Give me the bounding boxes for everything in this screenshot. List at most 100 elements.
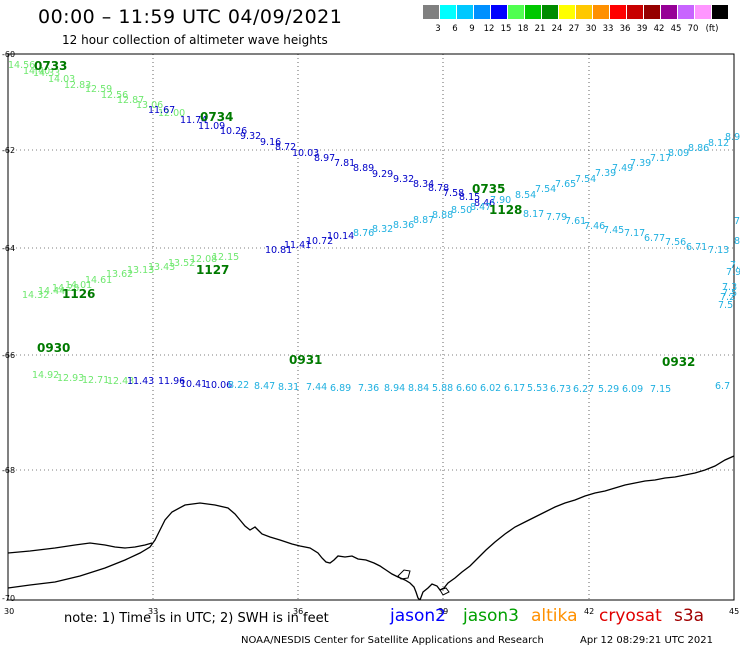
pass-id-label: 0734 [200,110,233,124]
lon-tick-label: 30 [4,607,14,616]
wave-height-label: 6.17 [504,383,525,394]
axis-ticks: 30 33 36 39 42 45 -60 -62 -64 -66 -68 -70 [2,50,739,616]
wave-height-label: 5.88 [432,383,453,394]
legend-swatch [525,5,541,19]
legend-label: 70 [687,24,699,34]
wave-height-label: 7.5 [730,260,740,271]
wave-height-label: 8.76 [353,228,374,239]
wave-height-label: 7.39 [630,158,651,169]
wave-height-label: 7.79 [546,212,567,223]
legend-label: 27 [568,24,580,34]
wave-height-label: 9.32 [240,131,261,142]
wave-height-label: 8.34 [413,179,434,190]
wave-height-label: 6.09 [622,384,643,395]
pass-id-label: 1126 [62,287,95,301]
small-island [397,569,411,580]
wave-height-label: 8.89 [353,163,374,174]
pass-id-label: 0735 [472,182,505,196]
wave-height-label: 8.54 [515,190,536,201]
legend-jason3: jason3 [463,606,519,626]
wave-height-label: 12.15 [212,252,239,263]
lon-tick-label: 33 [148,607,158,616]
wave-height-label: 8.9 [725,132,740,143]
wave-height-label: 7.13 [708,245,729,256]
legend-label: 33 [602,24,614,34]
wave-height-label: 7.9 [726,267,740,278]
wave-height-label: 14.61 [85,275,112,286]
pass-id-label: 1127 [196,263,229,277]
wave-height-label: 12.43 [107,376,134,387]
legend-altika: altika [531,606,578,626]
wave-height-label: 7.5 [722,288,737,299]
wave-height-label: 12.71 [82,375,109,386]
wave-height-label: 7.2 [720,292,735,303]
legend-swatch [474,5,490,19]
wave-height-label: 11.96 [158,376,185,387]
pass-ids: 0733 0734 0735 1126 1127 1128 0930 0931 0932 [34,59,695,369]
lat-tick-label: -64 [2,244,15,253]
footer-note: note: 1) Time is in UTC; 2) SWH is in fe… [64,611,329,626]
wave-height-label: 6.60 [456,383,477,394]
wave-height-label: 14.32 [22,290,49,301]
pass-id-label: 1128 [489,203,522,217]
wave-height-label: 9.32 [393,174,414,185]
wave-height-label: 12.83 [64,80,91,91]
credit-line: NOAA/NESDIS Center for Satellite Applica… [241,635,544,646]
legend-swatch [491,5,507,19]
pass-id-label: 0932 [662,355,695,369]
wave-height-label: 8.09 [668,148,689,159]
legend-swatch [661,5,677,19]
wave-height-label: 10.72 [306,236,333,247]
wave-height-label: 11.09 [198,121,225,132]
lat-tick-label: -66 [2,351,15,360]
graticule [8,54,734,600]
legend-label: 6 [452,24,458,34]
wave-height-label: 14.56 [8,60,35,71]
wave-height-label: 6.71 [686,242,707,253]
wave-height-label: 9.16 [260,137,281,148]
lat-tick-label: -62 [2,146,15,155]
wave-height-label: 7.56 [665,237,686,248]
wave-height-label: 8.47 [470,202,491,213]
wave-height-label: 6.27 [573,384,594,395]
wave-height-label: 11.43 [127,376,154,387]
wave-height-label: 12.56 [101,90,128,101]
legend-swatch [440,5,456,19]
wave-height-label: 13.43 [148,262,175,273]
legend-swatch [423,5,439,19]
wave-height-label: 8.31 [278,382,299,393]
page-title: 00:00 – 11:59 UTC 04/09/2021 [38,6,343,28]
wave-height-label: 10.26 [220,126,247,137]
legend-unit: (ft) [705,24,719,34]
lat-tick-label: -60 [2,50,15,59]
legend-swatch [508,5,524,19]
legend-swatch [593,5,609,19]
lon-tick-label: 45 [729,607,739,616]
lon-tick-label: 42 [584,607,594,616]
wave-height-label: 7.46 [584,221,605,232]
wave-height-label: 5.53 [527,383,548,394]
wave-height-label: 14.92 [32,370,59,381]
wave-height-label: 7.17 [650,153,671,164]
wave-height-label: 8.97 [314,153,335,164]
wave-height-label: 8.94 [384,383,405,394]
small-islet [439,587,450,596]
wave-height-label: 12.08 [190,254,217,265]
legend-swatch [457,5,473,19]
wave-height-label: 8.15 [459,192,480,203]
legend-label: 9 [469,24,475,34]
wave-height-label: 9.29 [372,169,393,180]
wave-height-label: 7.45 [603,225,624,236]
wave-height-label: 14.28 [52,283,79,294]
wave-height-label: 10.81 [265,245,292,256]
wave-height-label: 7.5 [734,216,740,227]
wave-height-label: 7.81 [334,158,355,169]
wave-height-label: 8.88 [432,210,453,221]
wave-height-label: 13.13 [127,265,154,276]
wave-height-label: 8.86 [688,143,709,154]
wave-height-label: 13.52 [168,258,195,269]
wave-height-label: 14.03 [48,74,75,85]
page-subtitle: 12 hour collection of altimeter wave hei… [62,33,328,47]
wave-height-label: 14.33 [33,68,60,79]
